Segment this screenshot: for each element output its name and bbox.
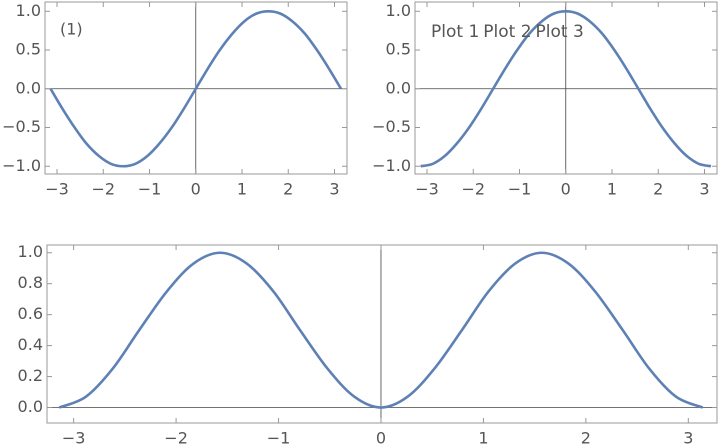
x-tick-label: −3 (415, 180, 439, 199)
plot: −3 −2 −1 0 1 2 3 −1.0 −0.5 0.0 0.5 1.0 (1) (2, 1, 348, 199)
x-tick-label: 3 (699, 180, 709, 199)
y-tick-label: −1.0 (2, 156, 41, 175)
x-tick-label: 1 (237, 180, 247, 199)
curve (420, 9, 712, 168)
curve (58, 251, 704, 409)
x-tick-label: 3 (329, 180, 339, 199)
x-tick-label: −2 (91, 180, 115, 199)
x-tick-label: 2 (581, 429, 591, 446)
y-tick-label: 0.0 (16, 78, 41, 97)
y-tick-label: 0.0 (386, 78, 411, 97)
y-tick-label: 1.0 (18, 242, 43, 261)
x-tick-label: 3 (683, 429, 693, 446)
x-tick-label: −1 (138, 180, 162, 199)
y-tick-label: −1.0 (372, 156, 411, 175)
frame (46, 244, 718, 424)
annotation: (1) (60, 20, 83, 39)
y-tick-label: 0.8 (18, 273, 43, 292)
y-tick-label: 0.5 (16, 40, 41, 59)
y-tick-label: 0.5 (386, 40, 411, 59)
x-tick-label: −1 (267, 429, 291, 446)
annotation: Plot 3 (536, 22, 584, 42)
y-tick-label: −0.5 (372, 117, 411, 136)
x-tick-label: 1 (478, 429, 488, 446)
x-tick-label: −1 (508, 180, 532, 199)
y-tick-label: −0.5 (2, 117, 41, 136)
x-tick-label: 2 (653, 180, 663, 199)
x-tick-label: 0 (376, 429, 386, 446)
y-tick-label: 1.0 (386, 1, 411, 20)
y-tick-label: 0.6 (18, 304, 43, 323)
y-tick-label: 0.2 (18, 366, 43, 385)
annotation: Plot 2 (483, 22, 531, 42)
x-tick-label: 1 (607, 180, 617, 199)
x-tick-label: 0 (191, 180, 201, 199)
x-tick-label: −3 (45, 180, 69, 199)
y-tick-label: 0.0 (18, 397, 43, 416)
x-tick-label: −3 (62, 429, 86, 446)
x-tick-label: 0 (561, 180, 571, 199)
curve (49, 9, 343, 168)
annotation: Plot 1 (431, 22, 479, 42)
x-tick-label: 2 (283, 180, 293, 199)
plot: −3 −2 −1 0 1 2 3 0.0 0.2 0.4 0.6 0.8 1.0 (18, 242, 718, 446)
x-tick-label: −2 (461, 180, 485, 199)
y-tick-label: 1.0 (16, 1, 41, 20)
y-tick-label: 0.4 (18, 335, 43, 354)
x-tick-label: −2 (164, 429, 188, 446)
